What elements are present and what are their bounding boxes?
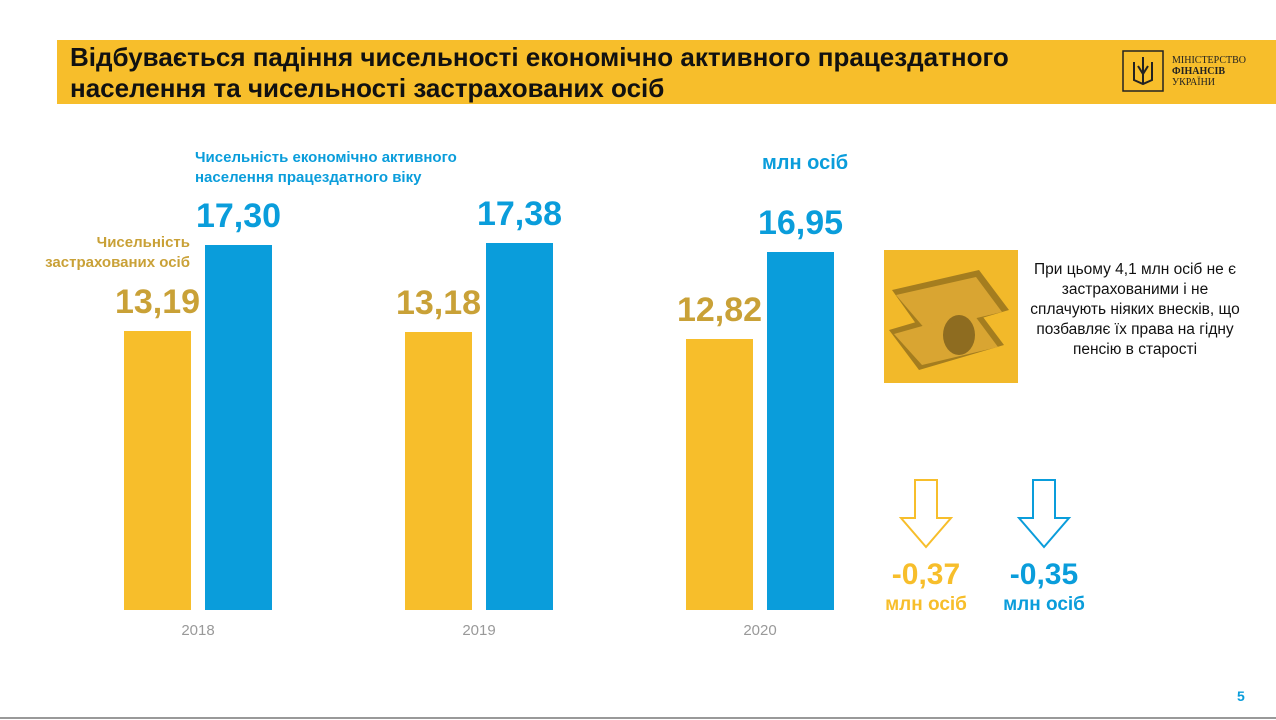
logo-text: МІНІСТЕРСТВО ФІНАНСІВ УКРАЇНИ [1172,55,1246,88]
series-label: Чисельність застрахованих осіб [45,234,190,271]
bar [767,252,834,610]
change-value: -0,37 [891,558,961,591]
x-tick-label: 2018 [181,622,215,639]
value-label: 13,19 [114,283,201,322]
slide-title: Відбувається падіння чисельності економі… [70,42,1009,103]
down-arrow [1016,479,1072,549]
down-arrow [898,479,954,549]
bar [686,339,753,610]
x-tick-label: 2019 [462,622,496,639]
title-band [57,40,1276,104]
bar [405,331,472,610]
value-label: 12,82 [676,291,763,330]
series-label: Чисельність економічно активного населен… [195,149,457,186]
change-unit: млн осіб [885,594,967,615]
bar [205,244,272,610]
logo-line: МІНІСТЕРСТВО [1172,55,1247,66]
note-text: При цьому 4,1 млн осіб не є застраховани… [1030,261,1240,358]
x-tick-label: 2020 [743,622,777,639]
money-image [884,250,1018,383]
bar [124,331,191,610]
value-label: 17,38 [476,195,563,233]
change-value: -0,35 [1009,558,1079,591]
bar [486,243,553,610]
value-label: 16,95 [757,204,844,243]
change-unit: млн осіб [1003,594,1085,615]
bottom-rule [0,717,1276,719]
value-label: 17,30 [195,196,282,235]
logo-line: УКРАЇНИ [1172,77,1216,88]
logo-line: ФІНАНСІВ [1172,66,1226,77]
unit-label: млн осіб [762,152,849,174]
value-label: 13,18 [395,283,482,322]
logo-emblem [1122,50,1164,92]
page-number: 5 [1237,688,1245,704]
